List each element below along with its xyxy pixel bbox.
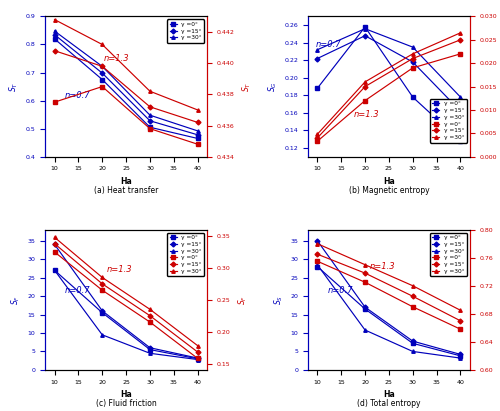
Legend: γ =0°, γ =15°, γ =30°, γ =0°, γ =15°, γ =30°: γ =0°, γ =15°, γ =30°, γ =0°, γ =15°, γ … <box>167 233 204 277</box>
Title: (b) Magnetic entropy: (b) Magnetic entropy <box>348 186 429 195</box>
Y-axis label: $S_F$: $S_F$ <box>236 295 248 305</box>
Text: n=0.7: n=0.7 <box>64 286 90 295</box>
Y-axis label: $S_F$: $S_F$ <box>10 295 22 305</box>
Text: n=1.3: n=1.3 <box>353 111 379 120</box>
X-axis label: Ha: Ha <box>383 177 395 186</box>
Y-axis label: $S_T$: $S_T$ <box>8 81 20 92</box>
Text: n=0.7: n=0.7 <box>64 91 90 100</box>
Y-axis label: $S_S$: $S_S$ <box>499 295 500 305</box>
X-axis label: Ha: Ha <box>120 390 132 399</box>
Legend: γ =0°, γ =15°, γ =30°, γ =0°, γ =15°, γ =30°: γ =0°, γ =15°, γ =30°, γ =0°, γ =15°, γ … <box>430 233 467 277</box>
X-axis label: Ha: Ha <box>120 177 132 186</box>
Text: n=1.3: n=1.3 <box>104 54 129 63</box>
Text: n=1.3: n=1.3 <box>370 262 395 271</box>
Y-axis label: $S_T$: $S_T$ <box>240 81 253 92</box>
Legend: γ =0°, γ =15°, γ =30°: γ =0°, γ =15°, γ =30° <box>167 19 204 43</box>
Text: n=1.3: n=1.3 <box>106 265 132 274</box>
Text: n=0.7: n=0.7 <box>328 286 353 295</box>
Title: (c) Fluid friction: (c) Fluid friction <box>96 399 156 409</box>
Y-axis label: $S_G$: $S_G$ <box>266 81 278 92</box>
Legend: γ =0°, γ =15°, γ =30°, γ =0°, γ =15°, γ =30°: γ =0°, γ =15°, γ =30°, γ =0°, γ =15°, γ … <box>430 99 467 143</box>
Title: (d) Total entropy: (d) Total entropy <box>357 399 420 409</box>
X-axis label: Ha: Ha <box>383 390 395 399</box>
Title: (a) Heat transfer: (a) Heat transfer <box>94 186 158 195</box>
Y-axis label: $S_S$: $S_S$ <box>272 295 284 305</box>
Text: n=0.7: n=0.7 <box>316 40 342 49</box>
